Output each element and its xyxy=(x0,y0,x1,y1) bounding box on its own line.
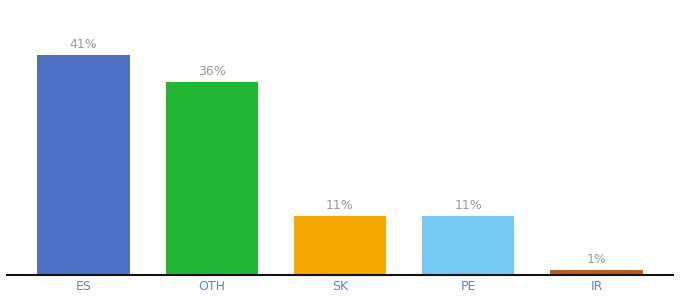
Text: 1%: 1% xyxy=(587,253,607,266)
Text: 41%: 41% xyxy=(69,38,97,51)
Bar xyxy=(422,216,515,275)
Text: 36%: 36% xyxy=(198,65,226,78)
Text: 11%: 11% xyxy=(326,199,354,212)
Bar xyxy=(37,55,130,275)
Bar xyxy=(165,82,258,275)
Bar xyxy=(550,270,643,275)
Text: 11%: 11% xyxy=(454,199,482,212)
Bar xyxy=(294,216,386,275)
